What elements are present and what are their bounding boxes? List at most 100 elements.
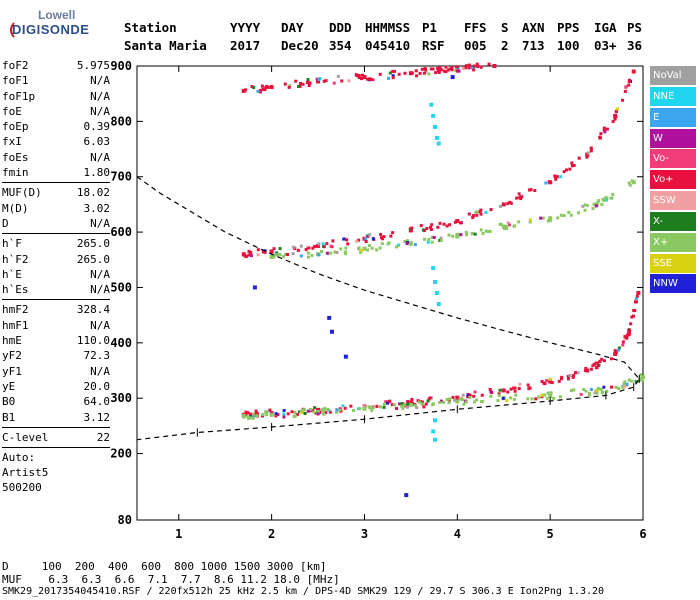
data-point: [241, 88, 246, 93]
echo-mark: [264, 411, 268, 415]
echo-mark: [627, 332, 631, 336]
echo-mark: [569, 389, 573, 393]
echo-mark: [306, 251, 310, 255]
echo-mark: [447, 401, 451, 405]
echo-mark: [359, 250, 363, 254]
data-point: [431, 429, 436, 434]
header-value-9: 100: [557, 38, 580, 53]
echo-mark: [444, 70, 448, 74]
echo-mark: [548, 219, 552, 223]
data-point: [327, 315, 332, 320]
header-value-2: Dec20: [281, 38, 319, 53]
param-value: 328.4: [76, 303, 110, 317]
echo-mark: [397, 72, 401, 76]
echo-mark: [530, 397, 534, 401]
param-row: h`F2 265.0: [2, 252, 110, 267]
echo-mark: [458, 221, 462, 225]
param-value: 5.975: [76, 59, 110, 72]
param-name: h`F2: [2, 252, 29, 266]
param-name: hmF2: [2, 303, 29, 317]
echo-mark: [408, 400, 412, 404]
echo-mark: [395, 245, 399, 249]
echo-mark: [639, 373, 643, 377]
echo-mark: [497, 393, 501, 397]
y-tick-label: 400: [110, 336, 132, 350]
echo-mark: [442, 222, 446, 226]
param-name: D: [2, 216, 9, 230]
echo-mark: [489, 208, 493, 212]
echo-mark: [453, 398, 457, 402]
echo-mark: [489, 394, 493, 398]
echo-mark: [255, 414, 259, 418]
y-tick-label: 500: [110, 280, 132, 294]
echo-mark: [438, 221, 442, 225]
echo-mark: [283, 82, 287, 86]
echo-mark: [291, 252, 295, 256]
echo-mark: [298, 81, 302, 85]
echo-mark: [514, 393, 518, 397]
data-point: [362, 406, 367, 411]
echo-mark: [357, 246, 361, 250]
echo-mark: [621, 385, 625, 389]
echo-mark: [614, 385, 618, 389]
param-value: 22: [96, 430, 110, 444]
legend: NoVal NNE E W Vo- Vo+ SSW X- X+ SSE NNW: [650, 66, 696, 295]
param-row: hmF1 N/A: [2, 318, 110, 333]
header-label-1: YYYY: [230, 20, 261, 35]
header-value-7: 2: [501, 38, 509, 53]
echo-mark: [577, 211, 581, 215]
echo-mark: [505, 227, 509, 231]
echo-mark: [445, 224, 449, 228]
autoscale-line1: Auto:: [2, 451, 36, 465]
echo-mark: [627, 181, 631, 185]
header-label-6: FFS: [464, 20, 487, 35]
echo-mark: [320, 250, 324, 254]
digisonde-logo: Lowell DIGISONDE: [8, 8, 100, 48]
header-label-0: Station: [124, 20, 177, 35]
echo-mark: [389, 234, 393, 238]
echo-mark: [346, 242, 350, 246]
echo-mark: [335, 408, 339, 412]
echo-mark: [261, 413, 265, 417]
echo-mark: [527, 387, 531, 391]
legend-vo-: Vo-: [650, 149, 696, 169]
echo-mark: [503, 224, 507, 228]
echo-mark: [325, 251, 329, 255]
echo-mark: [409, 242, 413, 246]
echo-mark: [290, 410, 294, 414]
echo-mark: [597, 199, 601, 203]
echo-mark: [583, 208, 587, 212]
echo-mark: [625, 382, 629, 386]
echo-mark: [366, 248, 370, 252]
echo-mark: [592, 202, 596, 206]
echo-mark: [308, 81, 312, 85]
data-point: [641, 375, 645, 380]
echo-mark: [455, 69, 459, 73]
echo-mark: [613, 349, 617, 353]
legend-nne: NNE: [650, 86, 696, 106]
echo-mark: [262, 87, 266, 91]
echo-mark: [344, 250, 348, 254]
echo-mark: [439, 68, 443, 72]
echo-mark: [562, 214, 566, 218]
echo-mark: [339, 247, 343, 251]
echo-mark: [328, 410, 332, 414]
echo-mark: [378, 72, 382, 76]
echo-mark: [410, 397, 414, 401]
echo-mark: [484, 229, 488, 233]
param-row: MUF(D) 18.02: [2, 185, 110, 200]
param-value: N/A: [90, 150, 110, 164]
data-point: [269, 412, 274, 417]
echo-mark: [367, 405, 371, 409]
echo-mark: [602, 126, 606, 130]
echo-mark: [442, 69, 446, 73]
param-value: N/A: [90, 318, 110, 332]
profile-curve: [136, 176, 641, 441]
echo-mark: [272, 255, 276, 259]
echo-mark: [475, 398, 479, 402]
data-point: [362, 246, 367, 251]
echo-mark: [317, 242, 321, 246]
echo-mark: [317, 77, 321, 81]
echo-mark: [623, 380, 627, 384]
echo-mark: [480, 400, 484, 404]
